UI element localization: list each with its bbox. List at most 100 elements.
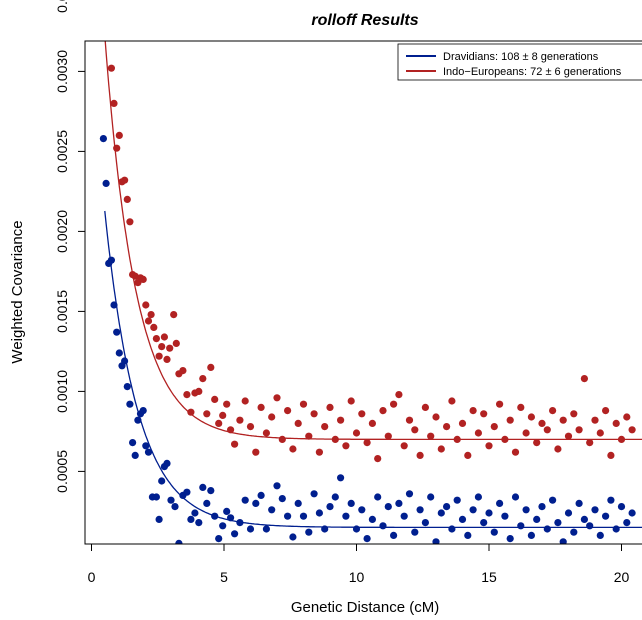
data-point-indo-europeans <box>195 387 203 395</box>
data-point-indo-europeans <box>517 403 525 411</box>
data-point-indo-europeans <box>379 407 387 415</box>
x-axis: 0 5 10 15 20 <box>88 543 629 585</box>
data-point-indo-europeans <box>384 432 392 440</box>
data-point-dravidians <box>543 525 551 533</box>
data-point-indo-europeans <box>139 275 147 283</box>
data-point-dravidians <box>464 531 472 540</box>
data-point-indo-europeans <box>273 394 281 402</box>
data-point-indo-europeans <box>490 423 498 431</box>
x-tick-label: 0 <box>88 569 96 585</box>
data-point-dravidians <box>129 439 137 447</box>
data-point-indo-europeans <box>121 176 129 184</box>
y-tick-label: 0.0035 <box>54 0 70 13</box>
data-point-dravidians <box>219 522 227 530</box>
data-point-dravidians <box>533 515 541 524</box>
data-point-indo-europeans <box>543 426 551 434</box>
data-point-indo-europeans <box>474 429 482 437</box>
y-tick-label: 0.0025 <box>54 130 70 173</box>
data-point-dravidians <box>432 538 440 544</box>
data-point-dravidians <box>554 519 562 527</box>
data-point-dravidians <box>294 499 302 507</box>
data-point-indo-europeans <box>142 301 150 309</box>
data-point-dravidians <box>99 135 107 143</box>
data-point-indo-europeans <box>342 442 350 450</box>
data-point-dravidians <box>175 539 183 544</box>
data-point-dravidians <box>400 512 408 520</box>
data-point-indo-europeans <box>299 400 308 408</box>
data-point-indo-europeans <box>374 455 382 463</box>
data-point-dravidians <box>517 522 525 530</box>
data-point-indo-europeans <box>591 416 599 424</box>
data-point-dravidians <box>107 256 115 264</box>
data-point-dravidians <box>469 506 477 514</box>
legend-label-indo-europeans: Indo−Europeans: 72 ± 6 generations <box>443 66 622 78</box>
data-point-indo-europeans <box>107 64 115 72</box>
data-point-indo-europeans <box>602 407 610 415</box>
data-point-indo-europeans <box>358 410 366 418</box>
data-point-dravidians <box>416 506 424 514</box>
data-point-dravidians <box>310 490 318 498</box>
data-point-dravidians <box>113 328 121 336</box>
data-point-indo-europeans <box>305 432 313 440</box>
data-point-dravidians <box>199 483 207 491</box>
data-point-indo-europeans <box>612 419 620 427</box>
data-point-indo-europeans <box>559 416 567 424</box>
data-point-indo-europeans <box>443 423 451 431</box>
y-tick-label: 0.0015 <box>54 290 70 333</box>
data-point-dravidians <box>155 515 163 524</box>
data-point-dravidians <box>443 503 451 511</box>
data-point-indo-europeans <box>160 333 168 341</box>
data-point-indo-europeans <box>211 395 219 403</box>
data-point-dravidians <box>115 349 123 357</box>
legend-box <box>397 43 642 81</box>
data-point-dravidians <box>273 482 281 490</box>
data-point-indo-europeans <box>147 311 155 319</box>
data-point-indo-europeans <box>511 448 520 456</box>
data-point-indo-europeans <box>570 410 578 418</box>
data-point-indo-europeans <box>352 429 361 437</box>
data-point-indo-europeans <box>368 419 376 427</box>
data-point-dravidians <box>363 535 371 543</box>
data-point-indo-europeans <box>395 391 403 399</box>
data-point-indo-europeans <box>554 445 562 453</box>
data-point-dravidians <box>257 491 265 499</box>
data-point-dravidians <box>474 493 482 501</box>
data-point-dravidians <box>195 519 203 527</box>
y-tick-label: 0.0030 <box>54 50 70 93</box>
data-point-dravidians <box>289 533 297 541</box>
data-point-indo-europeans <box>400 442 408 450</box>
data-point-indo-europeans <box>496 400 504 408</box>
fit-curve-dravidians <box>104 210 642 529</box>
data-point-indo-europeans <box>586 439 594 447</box>
x-tick-label: 15 <box>481 569 497 585</box>
data-point-indo-europeans <box>110 99 118 107</box>
data-point-indo-europeans <box>448 397 456 405</box>
data-point-indo-europeans <box>126 218 134 226</box>
data-point-dravidians <box>231 530 239 538</box>
data-point-dravidians <box>379 522 387 530</box>
data-point-dravidians <box>628 509 636 517</box>
data-point-indo-europeans <box>241 397 249 405</box>
data-point-indo-europeans <box>522 429 530 437</box>
data-point-dravidians <box>427 493 435 501</box>
y-axis: 0.0005 0.0010 0.0015 0.0020 0.0025 0.0030 0.00… <box>54 0 85 493</box>
data-point-dravidians <box>501 512 509 520</box>
data-point-dravidians <box>284 512 292 520</box>
data-point-indo-europeans <box>326 403 334 411</box>
data-point-dravidians <box>342 512 350 520</box>
data-point-dravidians <box>395 499 403 507</box>
plot-area <box>99 41 642 544</box>
data-point-indo-europeans <box>215 419 223 427</box>
legend-label-dravidians: Dravidians: 108 ± 8 generations <box>443 51 599 63</box>
data-point-indo-europeans <box>607 451 615 459</box>
data-point-indo-europeans <box>347 397 355 405</box>
data-point-dravidians <box>223 507 231 515</box>
data-point-indo-europeans <box>411 426 419 434</box>
data-point-dravidians <box>607 496 615 504</box>
x-tick-label: 10 <box>349 569 365 585</box>
data-point-indo-europeans <box>527 413 536 421</box>
data-point-dravidians <box>183 488 191 496</box>
data-point-indo-europeans <box>416 451 424 459</box>
data-point-dravidians <box>458 515 467 524</box>
data-point-indo-europeans <box>564 432 573 440</box>
